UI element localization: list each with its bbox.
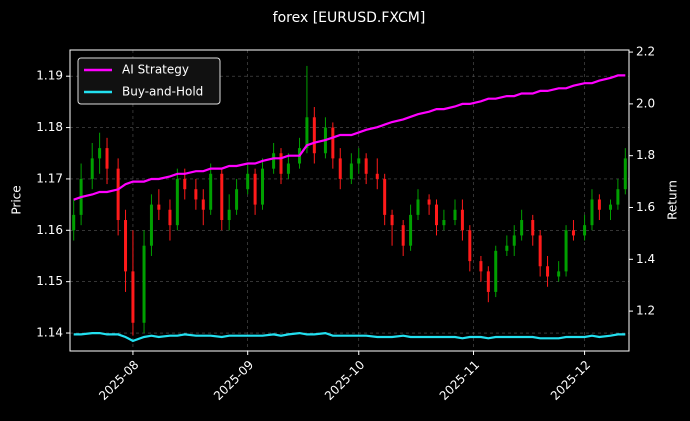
candle-body (253, 173, 257, 205)
candle-body (338, 158, 342, 179)
candle-body (571, 230, 575, 236)
legend-box (77, 57, 221, 105)
y2-axis-label: Return (666, 180, 680, 220)
candle-body (434, 204, 438, 226)
y-tick-label: 1.15 (36, 274, 63, 288)
y2-tick-label: 1.8 (636, 148, 655, 162)
candle-body (416, 199, 420, 215)
y2-tick-label: 1.6 (636, 200, 655, 214)
candle-body (201, 199, 205, 210)
y2-tick-label: 2.0 (636, 96, 655, 110)
line-series (73, 331, 626, 343)
candle-body (460, 209, 464, 231)
y-tick-label: 1.19 (36, 69, 63, 83)
candle-body (616, 189, 620, 205)
candle-body (227, 209, 231, 221)
candle-body (409, 214, 413, 246)
candle-body (183, 178, 187, 190)
chart-title: forex [EURUSD.FXCM] (273, 10, 426, 26)
candle-body (349, 163, 353, 179)
candle-body (486, 271, 490, 292)
candle-body (520, 220, 524, 236)
candle-body (401, 225, 405, 246)
candle-body (557, 271, 561, 277)
candle-body (583, 225, 587, 236)
legend-label: AI Strategy (122, 63, 189, 77)
candle-body (194, 189, 198, 200)
candle-body (149, 204, 153, 246)
candle-body (124, 220, 128, 272)
y2-tick-label: 1.4 (636, 252, 655, 266)
candle-body (597, 199, 601, 210)
candle-body (312, 117, 316, 154)
plot-frame (69, 49, 630, 352)
candle-body (468, 230, 472, 262)
candle-body (505, 245, 509, 251)
candle-body (142, 245, 146, 323)
candle-body (131, 271, 135, 323)
candle-body (427, 199, 431, 205)
candle-body (531, 220, 535, 236)
candle-body (364, 158, 368, 174)
candle-body (390, 214, 394, 226)
line-series (73, 74, 626, 201)
candle-body (331, 127, 335, 159)
candle-body (220, 173, 224, 221)
candle-body (494, 250, 498, 292)
y2-tick-label: 2.2 (636, 45, 655, 59)
candle-body (272, 153, 276, 169)
candle-body (538, 235, 542, 267)
candle-body (286, 163, 290, 174)
candle-body (98, 148, 102, 159)
candle-body (590, 199, 594, 226)
candle-body (116, 168, 120, 221)
candle-body (168, 209, 172, 226)
candle-body (375, 173, 379, 179)
y-axis-label: Price (10, 185, 24, 214)
y-tick-label: 1.17 (36, 171, 63, 185)
candle-body (157, 204, 161, 210)
y2-tick-label: 1.2 (636, 304, 655, 318)
candle-body (442, 220, 446, 226)
candle-body (209, 173, 213, 210)
candle-body (546, 266, 550, 277)
y-tick-label: 1.18 (36, 120, 63, 134)
candle-body (90, 158, 94, 179)
candle-body (357, 158, 361, 164)
candle-body (512, 235, 516, 246)
candle-body (235, 189, 239, 210)
candle-body (175, 178, 179, 226)
candle-body (279, 153, 283, 174)
legend-label: Buy-and-Hold (122, 85, 203, 99)
candle-body (246, 173, 250, 190)
candle-body (72, 214, 76, 231)
candle-body (261, 168, 265, 205)
candle-body (453, 209, 457, 221)
y-tick-label: 1.16 (36, 223, 63, 237)
candle-body (305, 117, 309, 149)
candle-body (623, 158, 627, 190)
candle-body (608, 204, 612, 210)
y-tick-label: 1.14 (36, 326, 63, 340)
candle-body (564, 230, 568, 272)
candle-body (479, 261, 483, 272)
candle-body (105, 148, 109, 169)
candle-body (383, 178, 387, 215)
